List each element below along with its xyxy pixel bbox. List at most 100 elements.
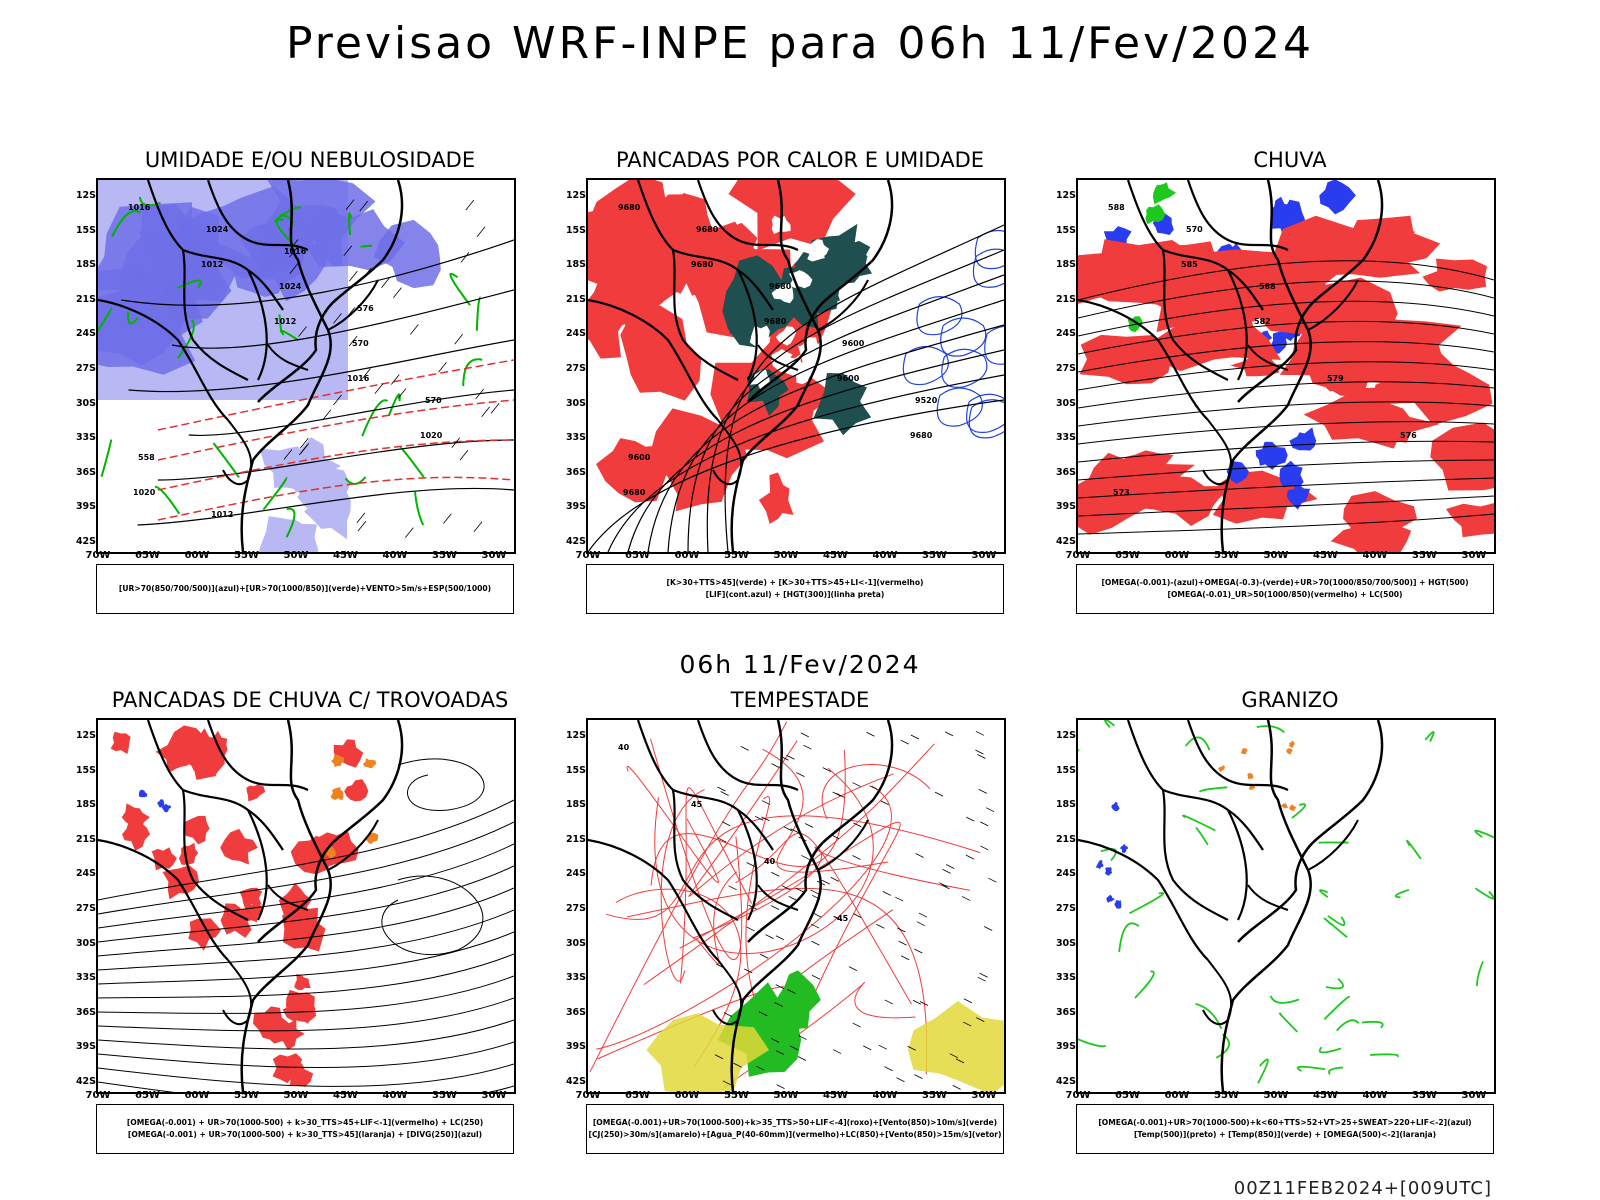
contour-label: 9680 (769, 282, 792, 291)
contour-label: 570 (352, 339, 369, 348)
state-border (1247, 884, 1289, 911)
lon-label: 60W (184, 1090, 210, 1101)
contour-label: 45 (837, 914, 849, 923)
lat-label: 42S (75, 536, 96, 547)
thunder-area (272, 1053, 303, 1084)
lon-label: 35W (922, 550, 947, 561)
lat-label: 24S (565, 328, 586, 340)
omega-strong-area (1145, 204, 1166, 225)
temp850-contour (1134, 970, 1155, 999)
lat-label: 39S (75, 1041, 96, 1053)
lon-label: 55W (1214, 550, 1239, 561)
contour-label: 40 (764, 857, 776, 866)
rain-area (1142, 475, 1232, 526)
wind-vector (882, 891, 891, 896)
precip-water-contour (626, 765, 719, 883)
wind-vector (720, 791, 729, 796)
wind-vector (897, 927, 906, 933)
wind-vector (740, 746, 749, 751)
state-border (247, 809, 268, 921)
wind-vector (300, 437, 309, 449)
precip-water-contour (654, 767, 874, 955)
hail-area (1119, 843, 1129, 854)
wind-vector (830, 877, 839, 882)
wind-vector (852, 855, 861, 860)
lat-label: 24S (1055, 328, 1076, 340)
temp850-contour (1078, 749, 1080, 752)
humidity-contour (359, 244, 373, 248)
lat-label: 15S (75, 764, 96, 776)
precip-water-contour (643, 743, 935, 986)
lat-label: 18S (75, 799, 96, 811)
lat-label: 39S (1055, 1041, 1076, 1053)
divergence-area (161, 804, 172, 813)
state-border (1161, 789, 1229, 921)
thunder-area (110, 731, 131, 755)
wind-vector (869, 785, 878, 791)
contour-label: 585 (1181, 260, 1198, 269)
wind-vector (362, 368, 371, 379)
contour-label: 582 (1254, 317, 1271, 326)
wind-vector (912, 999, 922, 1005)
state-border (1161, 249, 1229, 381)
streamline (98, 887, 514, 957)
instability-area (588, 206, 662, 313)
wind-vector (787, 989, 796, 994)
wind-vector (783, 826, 793, 832)
run-timestamp: 00Z11FEB2024+[009UTC] (1233, 1178, 1492, 1199)
height-contour (1078, 300, 1494, 337)
wind-vector (283, 449, 293, 460)
contour-label: 9680 (696, 225, 719, 234)
temp850-contour (1335, 1019, 1360, 1032)
wind-vector (746, 862, 755, 867)
instability-area (758, 472, 794, 524)
wind-vector (356, 512, 366, 524)
rain-area (1430, 422, 1494, 491)
humidity-contour (278, 314, 283, 332)
wind-vector (977, 754, 986, 759)
thunder-area (188, 918, 221, 951)
state-border (636, 180, 774, 311)
lat-label: 27S (565, 903, 586, 914)
legend-line: [OMEGA(-0.001)+UR>70(1000-500)+k>35_TTS>… (592, 1118, 998, 1127)
omega-area (1289, 427, 1317, 451)
wind-vector (404, 527, 414, 538)
contour-label: 558 (138, 453, 155, 462)
wind-vector (800, 732, 809, 738)
lat-label: 12S (75, 730, 96, 741)
state-border (1186, 720, 1289, 791)
contour-label: 9600 (837, 374, 860, 383)
wind-vector (790, 828, 799, 834)
thunder-area (183, 815, 210, 845)
map-area: 9680 9680 9680 9600 9680 9680 9680 9680 9600 9520… (586, 178, 1006, 554)
heat-area (813, 373, 872, 436)
thunder-area (243, 901, 262, 923)
humidity-contour (262, 476, 288, 511)
wind-vector (475, 388, 484, 400)
humidity-contour (361, 399, 389, 437)
wind-vector (813, 912, 822, 918)
lon-label: 55W (724, 1090, 749, 1101)
wind-vector (438, 361, 447, 373)
panel-title: TEMPESTADE (730, 688, 870, 712)
wind-vector (744, 968, 753, 974)
lon-label: 30W (1461, 1090, 1487, 1101)
precip-water-contour (650, 749, 846, 886)
isobar (137, 487, 514, 526)
state-border (737, 269, 758, 381)
country-border (1202, 959, 1233, 1026)
temp850-contour (1370, 1053, 1399, 1058)
wind-vector (490, 402, 500, 414)
height-contour (1078, 495, 1494, 517)
lat-label: 27S (565, 363, 586, 374)
lon-label: 50W (283, 550, 309, 561)
streamline (98, 1063, 514, 1087)
panel-title: CHUVA (1253, 148, 1327, 172)
lon-label: 45W (1313, 550, 1338, 561)
wind-vector (410, 324, 419, 335)
wind-vector (728, 885, 737, 891)
humidity-area (264, 519, 319, 552)
thickness-line (157, 439, 514, 491)
omega500-area (1289, 804, 1297, 812)
shower-area (331, 754, 345, 767)
